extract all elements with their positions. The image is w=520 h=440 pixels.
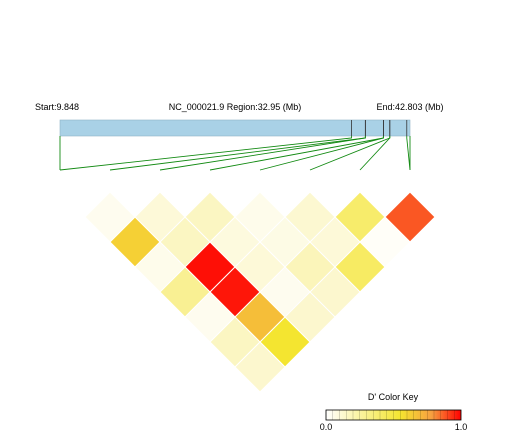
snp-connector-line [359, 136, 391, 171]
region-label: NC_000021.9 Region:32.95 (Mb) [169, 102, 302, 112]
snp-connector-line [406, 136, 411, 171]
snp-connector-line [159, 136, 366, 171]
color-key-min-label: 0.0 [320, 422, 333, 432]
end-label: End:42.803 (Mb) [376, 102, 443, 112]
ld-cell [234, 341, 286, 393]
snp-connector-line [259, 136, 384, 171]
color-key-ticks [325, 410, 462, 420]
start-label: Start:9.848 [35, 102, 79, 112]
ld-heatmap-cells [84, 191, 436, 393]
snp-connector-lines [59, 136, 411, 171]
snp-connector-line [59, 136, 353, 171]
snp-tick-marks [351, 120, 408, 136]
color-key-title: D' Color Key [368, 392, 419, 402]
color-key-max-label: 1.0 [455, 422, 468, 432]
snp-connector-line [209, 136, 384, 171]
region-bar [59, 119, 411, 137]
